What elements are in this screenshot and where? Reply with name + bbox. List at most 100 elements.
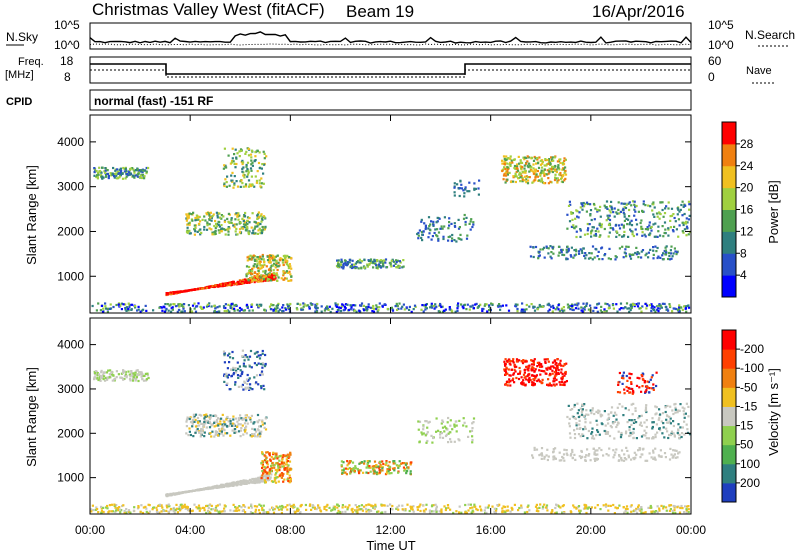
power-echo xyxy=(547,310,550,313)
power-echo xyxy=(233,304,236,307)
velocity-echo xyxy=(547,378,550,381)
velocity-echo xyxy=(546,448,549,451)
power-echo xyxy=(519,176,522,179)
velocity-echo xyxy=(387,470,390,473)
power-echo xyxy=(173,291,176,294)
power-echo xyxy=(685,217,688,220)
velocity-echo xyxy=(547,360,550,363)
power-echo xyxy=(242,281,245,284)
power-echo xyxy=(258,179,261,182)
velocity-echo xyxy=(225,418,228,421)
power-echo xyxy=(257,213,260,216)
power-echo xyxy=(194,216,197,220)
power-echo xyxy=(560,177,563,180)
power-echo xyxy=(214,226,217,230)
power-echo xyxy=(301,308,305,311)
power-echo xyxy=(420,218,423,221)
velocity-echo xyxy=(228,424,231,427)
power-echo xyxy=(250,258,253,261)
velocity-echo xyxy=(501,507,504,510)
power-echo xyxy=(477,193,480,196)
velocity-echo xyxy=(131,379,135,382)
velocity-echo xyxy=(402,466,406,469)
velocity-echo xyxy=(367,471,370,475)
power-echo xyxy=(429,229,432,232)
power-echo xyxy=(249,183,252,187)
velocity-echo xyxy=(237,385,240,388)
power-echo xyxy=(625,245,628,248)
power-echo xyxy=(676,251,679,254)
power-ytick-label: 3000 xyxy=(57,180,84,194)
power-echo xyxy=(360,260,364,263)
power-echo xyxy=(257,215,260,219)
velocity-echo xyxy=(563,383,566,387)
power-echo xyxy=(525,303,528,307)
velocity-echo xyxy=(651,427,654,430)
velocity-echo xyxy=(644,434,647,437)
velocity-echo xyxy=(593,453,596,456)
power-echo xyxy=(420,236,423,239)
power-echo xyxy=(686,221,689,224)
power-colorbar-segment xyxy=(722,122,736,145)
velocity-echo xyxy=(207,421,210,424)
power-echo xyxy=(536,308,539,311)
power-echo xyxy=(448,308,452,311)
power-echo xyxy=(224,283,227,286)
velocity-echo xyxy=(223,373,226,376)
power-echo xyxy=(254,155,257,158)
velocity-echo xyxy=(203,435,206,438)
power-echo xyxy=(681,200,684,203)
power-echo xyxy=(561,168,564,171)
power-echo xyxy=(523,156,526,159)
velocity-echo xyxy=(253,433,256,436)
power-echo xyxy=(667,207,670,210)
velocity-echo xyxy=(125,374,128,378)
power-echo xyxy=(282,278,285,281)
velocity-echo xyxy=(218,484,221,487)
velocity-echo xyxy=(260,430,263,433)
power-echo xyxy=(263,261,266,264)
power-echo xyxy=(417,231,420,235)
power-echo xyxy=(589,232,593,235)
velocity-echo xyxy=(421,433,424,436)
power-echo xyxy=(232,224,235,227)
velocity-echo xyxy=(368,460,371,463)
power-echo xyxy=(509,180,513,184)
power-echo xyxy=(225,185,228,188)
velocity-echo xyxy=(261,469,264,473)
power-echo xyxy=(259,222,262,226)
velocity-echo xyxy=(509,380,512,383)
power-echo xyxy=(143,177,146,180)
power-echo xyxy=(233,153,236,156)
power-echo xyxy=(448,221,451,224)
power-echo xyxy=(342,267,345,270)
velocity-echo xyxy=(546,358,549,361)
power-echo xyxy=(551,156,554,159)
power-echo xyxy=(236,280,239,283)
velocity-echo xyxy=(665,418,668,421)
power-echo xyxy=(101,175,104,178)
power-echo xyxy=(378,265,381,268)
velocity-echo xyxy=(666,430,669,433)
power-echo xyxy=(373,307,376,310)
velocity-echo xyxy=(507,509,510,512)
velocity-echo xyxy=(234,371,238,374)
power-echo xyxy=(226,284,229,287)
velocity-echo xyxy=(215,424,218,427)
power-echo xyxy=(650,225,653,229)
power-echo xyxy=(388,261,391,264)
power-echo xyxy=(186,231,189,234)
power-echo xyxy=(194,288,197,291)
velocity-echo xyxy=(669,417,672,420)
power-echo xyxy=(670,207,674,210)
velocity-echo xyxy=(591,407,594,410)
velocity-echo xyxy=(167,494,170,497)
power-echo xyxy=(661,225,664,228)
velocity-echo xyxy=(512,372,515,375)
velocity-echo xyxy=(273,508,276,511)
velocity-echo xyxy=(199,432,203,435)
power-echo xyxy=(677,208,680,211)
power-echo xyxy=(235,156,238,159)
velocity-echo xyxy=(226,432,229,435)
power-echo xyxy=(399,261,402,264)
